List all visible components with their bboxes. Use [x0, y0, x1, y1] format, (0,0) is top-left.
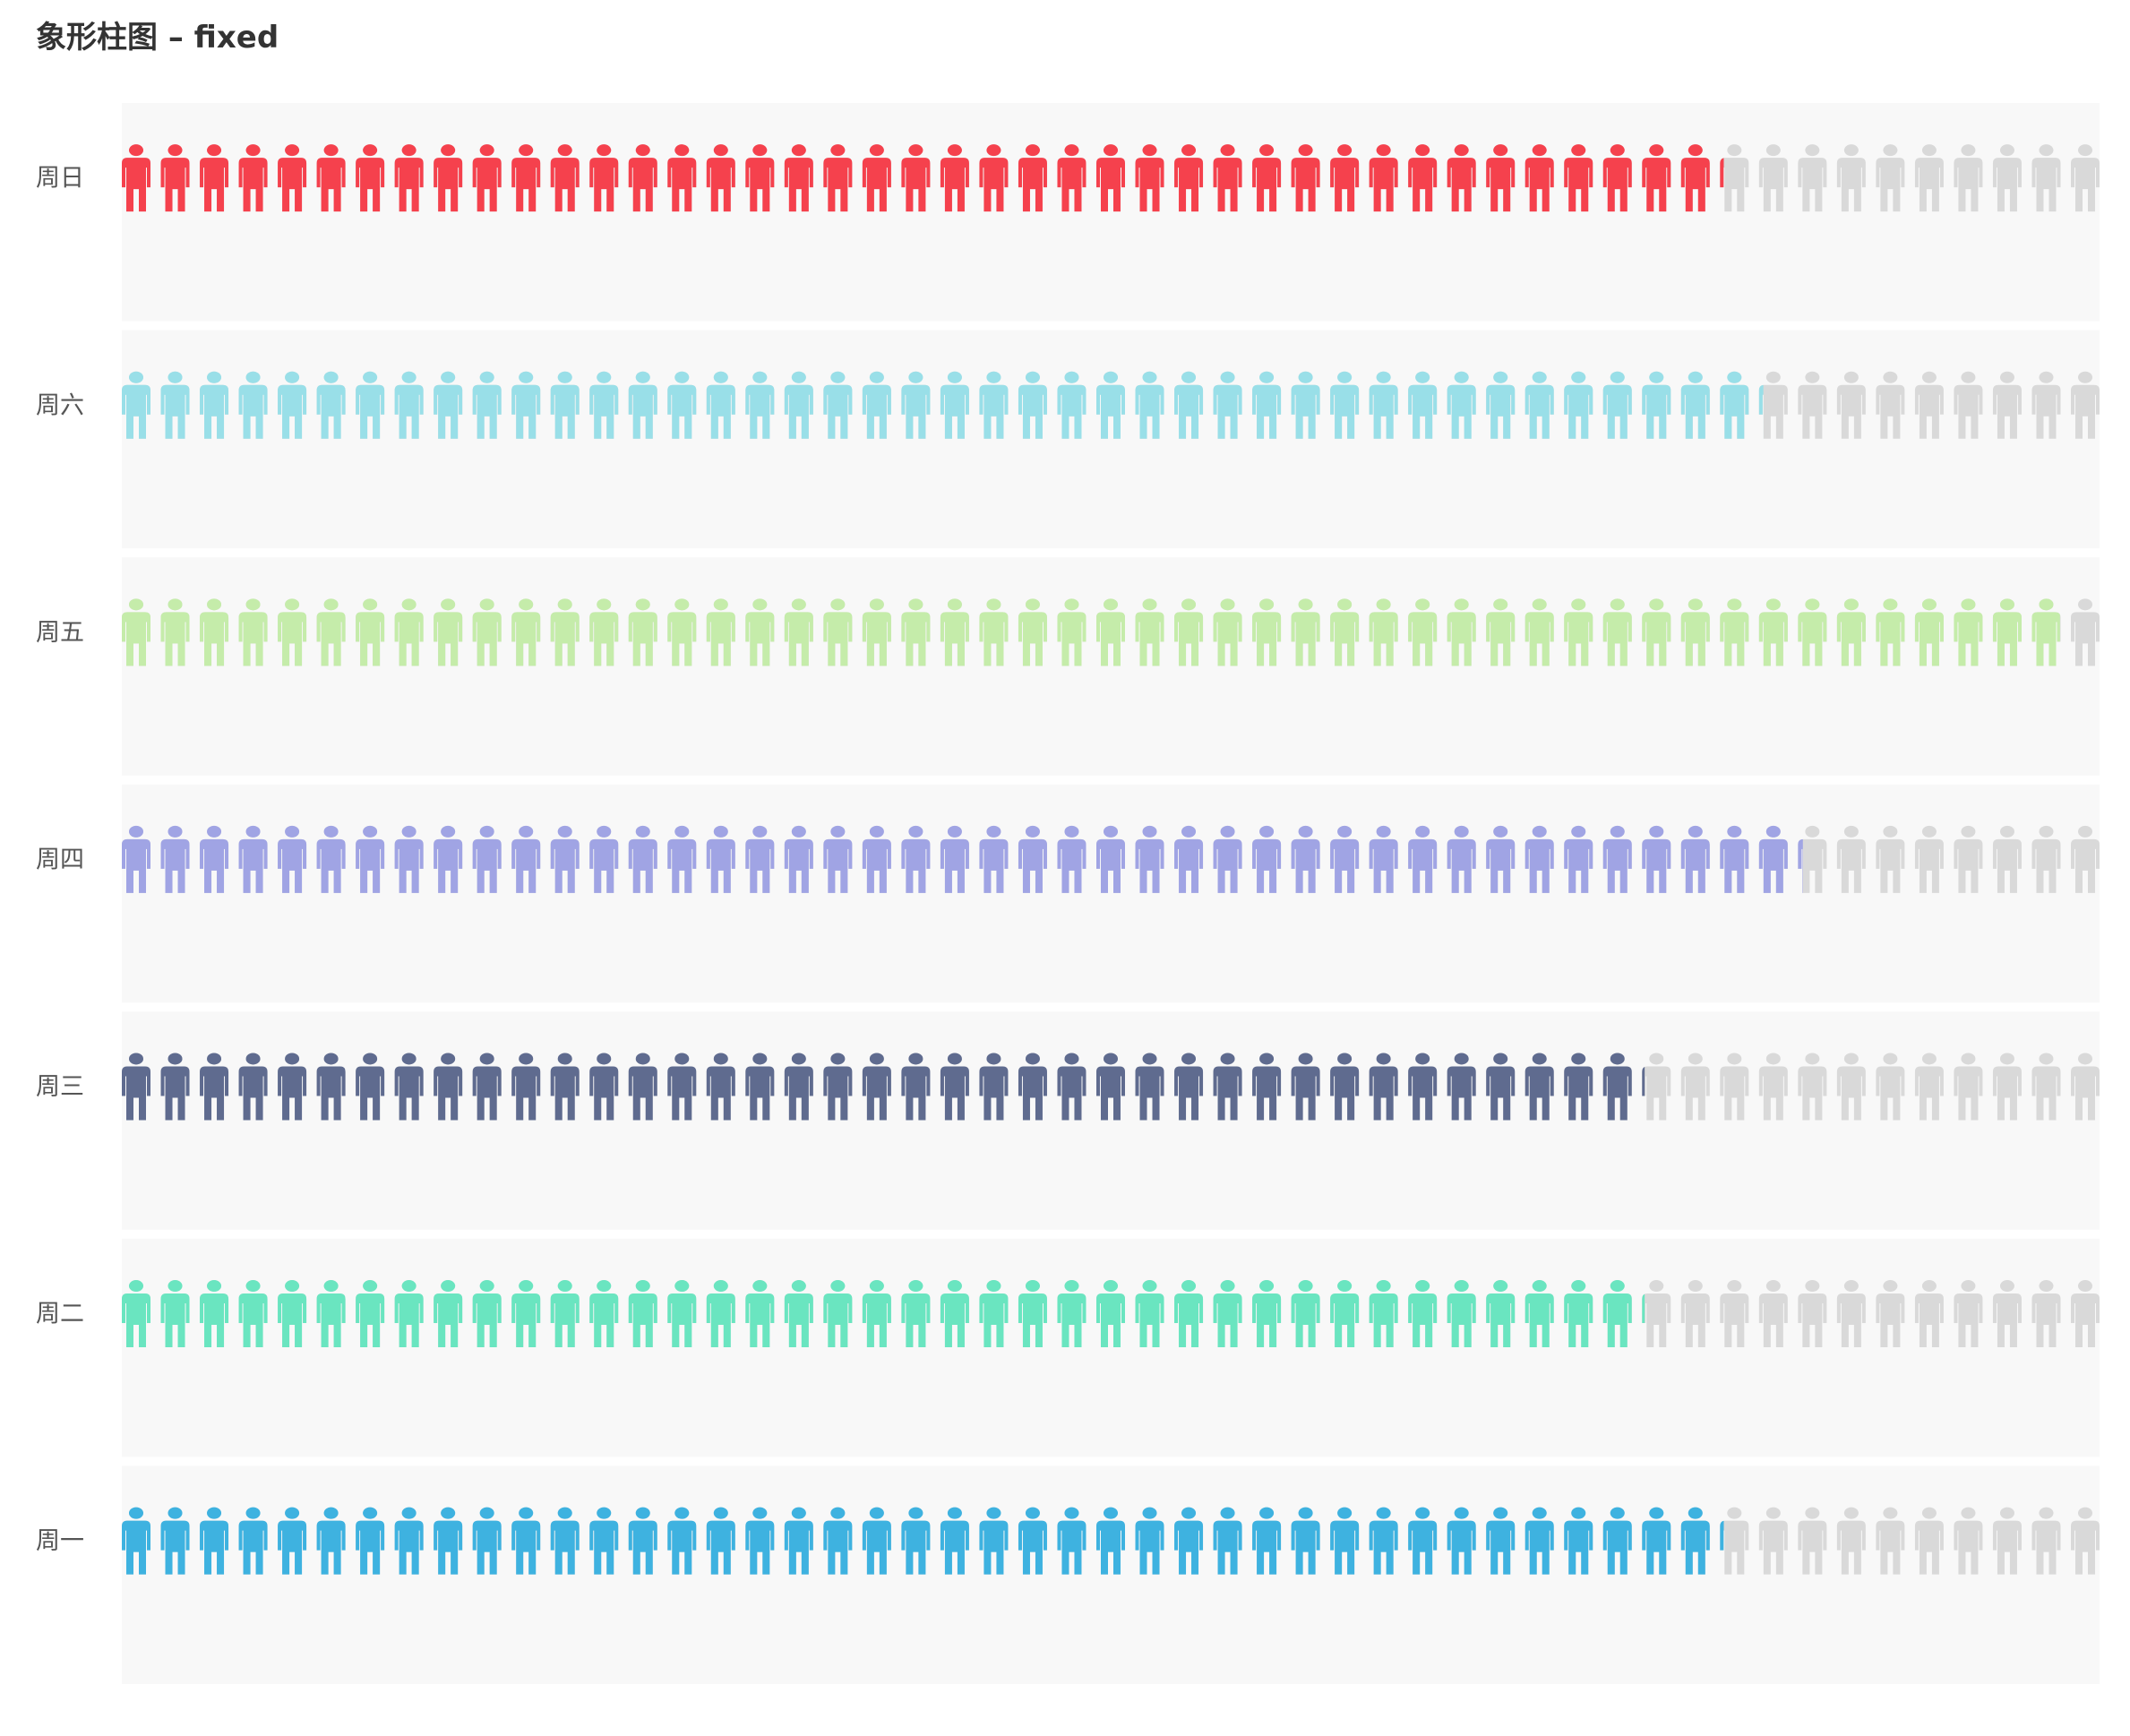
bar-background [122, 330, 2100, 549]
y-axis-tick-label: 周六 [36, 391, 84, 419]
y-axis-tick-label: 周二 [36, 1301, 84, 1328]
y-axis-tick-label: 周三 [36, 1073, 84, 1101]
y-axis-tick-label: 周日 [36, 165, 84, 193]
y-axis-tick-label: 周五 [36, 619, 84, 647]
bar-background [122, 1465, 2100, 1684]
bar-background [122, 1011, 2100, 1230]
bar-background [122, 784, 2100, 1003]
y-axis-tick-label: 周四 [36, 846, 84, 873]
bar-background [122, 557, 2100, 776]
chart-title: 象形柱图 – fixed [36, 20, 279, 56]
bar-background [122, 1238, 2100, 1457]
y-axis-tick-label: 周一 [36, 1527, 84, 1555]
bar-background [122, 103, 2100, 322]
